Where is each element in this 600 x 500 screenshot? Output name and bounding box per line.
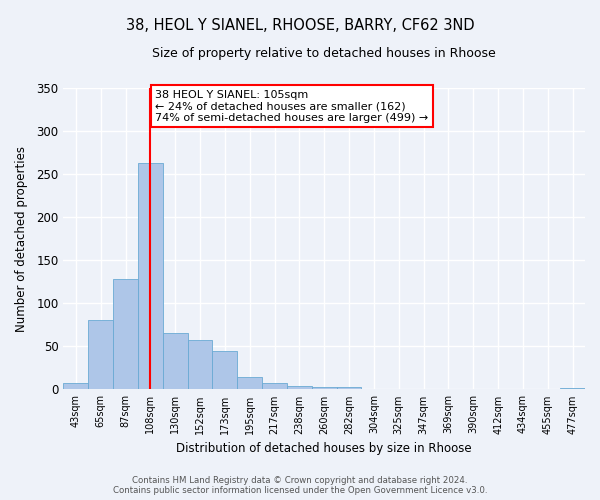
- Text: 38, HEOL Y SIANEL, RHOOSE, BARRY, CF62 3ND: 38, HEOL Y SIANEL, RHOOSE, BARRY, CF62 3…: [125, 18, 475, 32]
- Bar: [337, 387, 361, 390]
- Bar: [312, 387, 337, 390]
- Bar: [138, 163, 163, 390]
- Bar: [188, 340, 212, 390]
- Bar: [560, 388, 585, 390]
- Bar: [163, 332, 188, 390]
- Y-axis label: Number of detached properties: Number of detached properties: [15, 146, 28, 332]
- Text: 38 HEOL Y SIANEL: 105sqm
← 24% of detached houses are smaller (162)
74% of semi-: 38 HEOL Y SIANEL: 105sqm ← 24% of detach…: [155, 90, 428, 123]
- Text: Contains HM Land Registry data © Crown copyright and database right 2024.
Contai: Contains HM Land Registry data © Crown c…: [113, 476, 487, 495]
- Bar: [262, 384, 287, 390]
- Bar: [113, 279, 138, 390]
- Bar: [237, 376, 262, 390]
- Bar: [287, 386, 312, 390]
- Bar: [88, 320, 113, 390]
- Title: Size of property relative to detached houses in Rhoose: Size of property relative to detached ho…: [152, 48, 496, 60]
- Bar: [212, 350, 237, 390]
- Bar: [64, 384, 88, 390]
- X-axis label: Distribution of detached houses by size in Rhoose: Distribution of detached houses by size …: [176, 442, 472, 455]
